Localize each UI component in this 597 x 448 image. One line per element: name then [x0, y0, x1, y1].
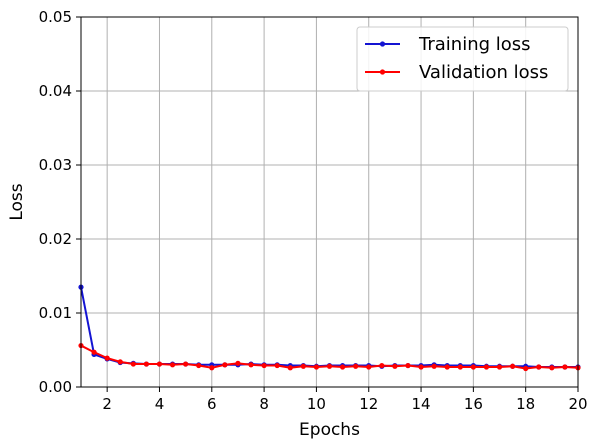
legend-marker [379, 41, 386, 47]
data-point [104, 355, 110, 361]
data-point [431, 363, 437, 369]
series-layer [78, 284, 581, 372]
y-tick-label: 0.05 [39, 8, 72, 26]
data-point [379, 362, 385, 369]
x-tick-label: 8 [259, 395, 269, 413]
data-point [156, 361, 163, 367]
data-point [444, 364, 450, 370]
y-tick-label: 0.01 [39, 304, 72, 322]
data-point [496, 364, 503, 370]
data-point [523, 365, 529, 372]
y-axis-label: Loss [7, 183, 27, 220]
ticks: 2 4 6 8 10 12 14 16 18 20 0.00 0.01 0.02 0.03 0.04 0.05 [39, 8, 588, 413]
data-point [483, 364, 490, 370]
legend-marker [379, 69, 386, 75]
y-tick-label: 0.00 [39, 378, 72, 396]
series-1 [78, 342, 581, 372]
data-point [366, 364, 372, 370]
data-point [300, 363, 306, 369]
y-tick-label: 0.02 [39, 230, 72, 248]
data-point [536, 364, 542, 370]
data-point [353, 363, 359, 369]
plot-frame [80, 16, 579, 388]
x-tick-label: 18 [516, 395, 535, 413]
y-tick-label: 0.03 [39, 156, 72, 174]
data-point [339, 364, 346, 370]
y-tick-label: 0.04 [39, 82, 72, 100]
data-point [248, 362, 254, 368]
data-point [457, 364, 463, 370]
legend-label: Training loss [418, 34, 531, 55]
legend-box [356, 26, 569, 92]
data-point [117, 359, 123, 365]
data-point [405, 362, 411, 369]
data-point [196, 362, 202, 369]
data-point [143, 361, 149, 367]
legend-label: Validation loss [419, 62, 548, 83]
data-point [549, 365, 555, 371]
x-tick-label: 16 [464, 395, 483, 413]
data-point [313, 364, 320, 370]
x-tick-label: 10 [307, 395, 326, 413]
data-point [261, 362, 267, 369]
data-point [209, 365, 215, 371]
x-axis-label: Epochs [299, 420, 360, 440]
x-tick-label: 4 [155, 395, 165, 413]
data-point [392, 363, 398, 369]
data-point [222, 362, 228, 368]
data-point [326, 363, 333, 369]
data-point [418, 364, 424, 370]
x-tick-label: 12 [359, 395, 378, 413]
x-tick-label: 6 [207, 395, 217, 413]
data-point [130, 361, 136, 367]
data-point [274, 362, 280, 369]
x-tick-label: 14 [412, 395, 431, 413]
data-point [169, 362, 176, 368]
legend: Training loss Validation loss [356, 26, 569, 92]
x-tick-label: 20 [568, 395, 587, 413]
data-point [510, 363, 516, 369]
x-tick-label: 2 [102, 395, 112, 413]
data-point [183, 361, 189, 367]
data-point [287, 365, 293, 371]
legend-item: Validation loss [365, 62, 548, 83]
data-point [235, 360, 241, 366]
data-point [91, 349, 97, 355]
data-point [470, 364, 476, 370]
data-point [562, 364, 568, 370]
legend-item: Training loss [365, 34, 531, 55]
